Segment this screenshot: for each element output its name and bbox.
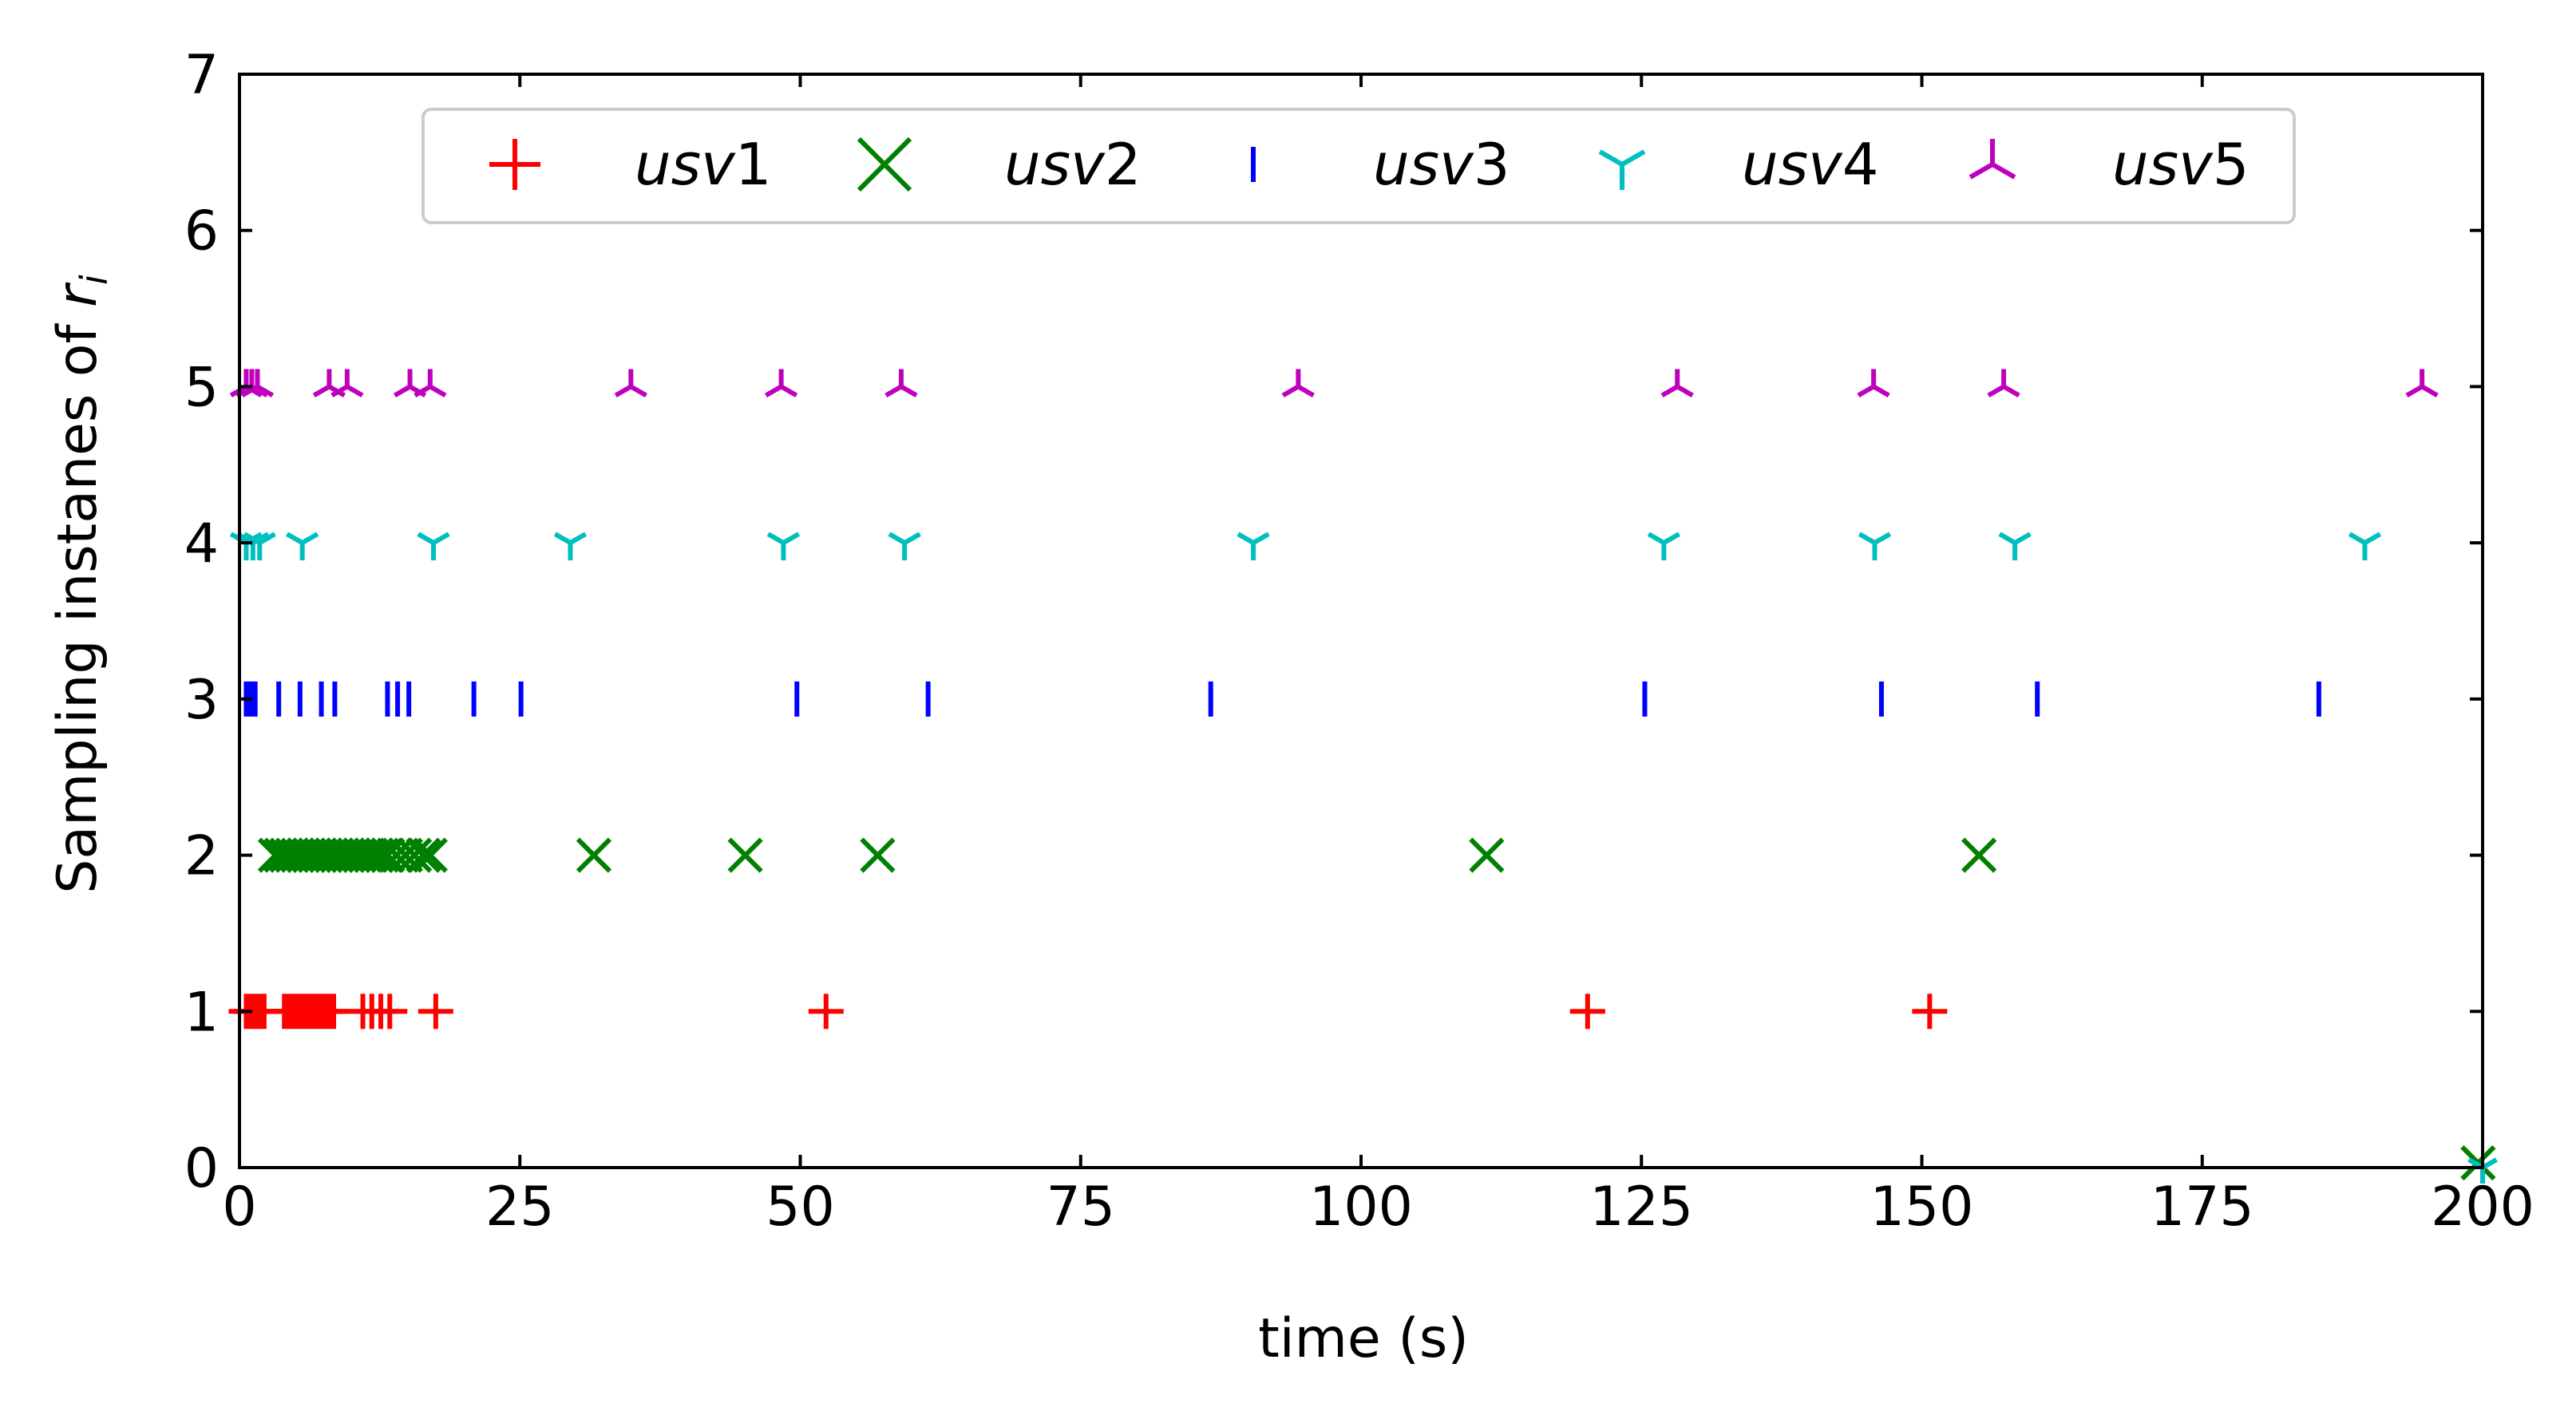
legend-entry-usv1: usv1 bbox=[489, 131, 772, 198]
y-tick-label: 1 bbox=[184, 981, 219, 1044]
point-usv5-7 bbox=[614, 369, 647, 398]
y-axis-label-text: Sampling instanes of bbox=[46, 307, 109, 894]
point-usv2-25 bbox=[412, 837, 448, 873]
y-tick-label: 2 bbox=[184, 825, 219, 888]
point-usv5-6 bbox=[414, 369, 447, 398]
point-usv4-11 bbox=[1998, 532, 2032, 561]
point-usv4-7 bbox=[888, 532, 921, 561]
legend-entry-usv4: usv4 bbox=[1598, 131, 1879, 198]
y-axis-label: Sampling instanes of ri bbox=[46, 275, 116, 894]
legend-marker-usv1 bbox=[489, 139, 540, 190]
plot-frame bbox=[238, 73, 2484, 1169]
point-usv4-2 bbox=[243, 532, 276, 561]
legend-box bbox=[421, 108, 2296, 224]
series-usv5 bbox=[229, 369, 2439, 398]
legend-label-usv1: usv1 bbox=[635, 131, 772, 198]
point-usv2-26 bbox=[576, 837, 612, 873]
y-axis-label-subscript: i bbox=[73, 275, 116, 285]
point-usv4-3 bbox=[286, 532, 319, 561]
x-tick-label: 200 bbox=[2431, 1176, 2534, 1239]
point-usv5-5 bbox=[393, 369, 427, 398]
point-usv2-23 bbox=[397, 837, 433, 873]
series-usv3 bbox=[243, 681, 2321, 717]
legend-label-usv3: usv3 bbox=[1373, 131, 1510, 198]
ticks: 0 25 50 75 100 125 150 175 200 0 1 2 3 4 5 6 7 bbox=[184, 44, 2534, 1239]
x-tick-label: 175 bbox=[2151, 1176, 2254, 1239]
y-tick-label: 0 bbox=[184, 1137, 219, 1200]
point-usv1-21 bbox=[417, 994, 453, 1030]
point-usv5-11 bbox=[1660, 369, 1694, 398]
point-usv5-8 bbox=[764, 369, 798, 398]
x-tick-label: 50 bbox=[766, 1176, 835, 1239]
point-usv4-9 bbox=[1647, 532, 1680, 561]
point-usv2-27 bbox=[727, 837, 763, 873]
point-usv5-2 bbox=[240, 369, 275, 398]
x-tick-label: 75 bbox=[1046, 1176, 1115, 1239]
point-usv5-13 bbox=[1987, 369, 2020, 398]
point-usv2-24 bbox=[406, 837, 441, 873]
legend-marker-usv5 bbox=[1969, 139, 2016, 180]
series-usv2 bbox=[257, 837, 1997, 873]
point-usv1-22 bbox=[808, 994, 844, 1030]
point-usv2-17 bbox=[353, 837, 389, 873]
y-tick-label: 5 bbox=[184, 356, 219, 419]
legend-entry-usv3: usv3 bbox=[1251, 131, 1510, 198]
point-usv4-5 bbox=[553, 532, 588, 561]
plot-border bbox=[238, 73, 2484, 1169]
y-tick-label: 4 bbox=[184, 512, 219, 575]
point-usv4-12 bbox=[2348, 532, 2382, 561]
point-usv2-30 bbox=[1961, 837, 1997, 873]
x-tick-label: 25 bbox=[485, 1176, 555, 1239]
x-tick-label: 100 bbox=[1309, 1176, 1413, 1239]
point-usv1-24 bbox=[1912, 994, 1948, 1030]
x-tick-label: 150 bbox=[1870, 1176, 1974, 1239]
point-usv1-20 bbox=[372, 994, 408, 1030]
point-usv2-29 bbox=[1469, 837, 1505, 873]
x-axis-label: time (s) bbox=[1258, 1307, 1469, 1370]
y-tick-label: 3 bbox=[184, 669, 219, 732]
point-usv4-4 bbox=[417, 532, 450, 561]
legend: usv1 usv2 usv3 usv4 usv5 bbox=[421, 108, 2296, 224]
point-usv4-6 bbox=[766, 532, 801, 561]
series-usv1 bbox=[228, 994, 1948, 1030]
series-usv4 bbox=[229, 532, 2382, 561]
point-usv5-12 bbox=[1857, 369, 1890, 398]
legend-label-usv4: usv4 bbox=[1742, 131, 1879, 198]
point-usv5-9 bbox=[884, 369, 918, 398]
point-usv5-4 bbox=[330, 369, 364, 398]
legend-label-usv5: usv5 bbox=[2112, 131, 2250, 198]
point-usv5-10 bbox=[1281, 369, 1315, 398]
legend-marker-usv4 bbox=[1598, 149, 1646, 190]
legend-label-usv2: usv2 bbox=[1004, 131, 1142, 198]
point-usv2-28 bbox=[860, 837, 896, 873]
data-marks bbox=[228, 369, 2498, 1184]
legend-entry-usv5: usv5 bbox=[1969, 131, 2250, 198]
x-tick-label: 0 bbox=[222, 1176, 256, 1239]
point-usv1-23 bbox=[1569, 994, 1605, 1030]
y-tick-label: 6 bbox=[184, 200, 219, 263]
legend-marker-usv2 bbox=[857, 136, 912, 192]
y-tick-label: 7 bbox=[184, 44, 219, 107]
y-axis-label-symbol: r bbox=[46, 282, 109, 307]
point-usv4-10 bbox=[1858, 532, 1892, 561]
x-tick-label: 125 bbox=[1589, 1176, 1693, 1239]
point-usv4-8 bbox=[1237, 532, 1270, 561]
point-usv5-14 bbox=[2405, 369, 2439, 398]
legend-entry-usv2: usv2 bbox=[857, 131, 1142, 198]
